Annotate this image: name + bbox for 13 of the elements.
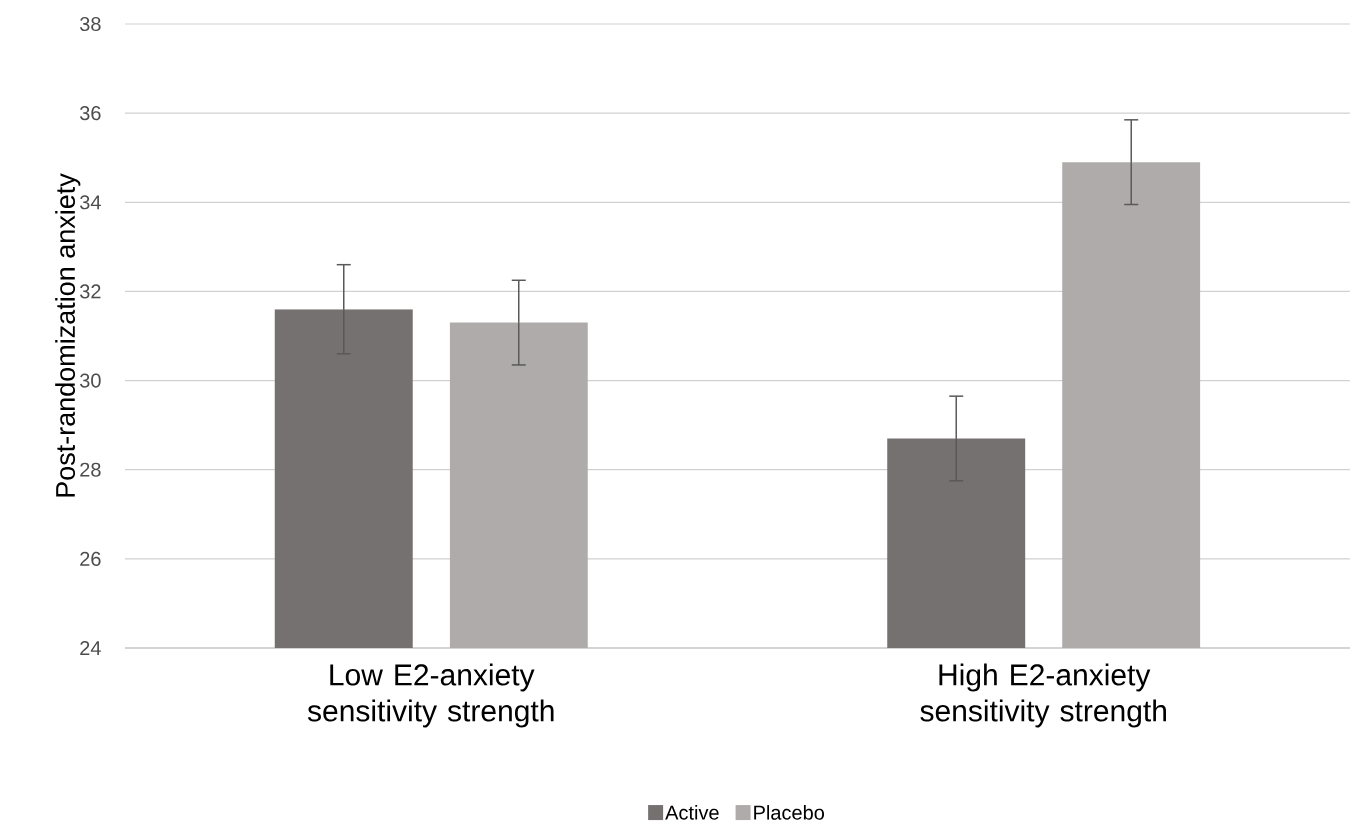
y-tick-label: 24 xyxy=(80,641,101,655)
y-tick-label: 34 xyxy=(80,195,101,210)
y-tick-label: 38 xyxy=(80,16,101,32)
y-tick-label: 26 xyxy=(80,551,101,566)
y-tick-label: 36 xyxy=(80,106,101,121)
y-tick-label: 28 xyxy=(80,462,101,477)
y-tick-label: 32 xyxy=(80,284,101,299)
y-axis-title: Post-randomization anxiety xyxy=(55,173,81,497)
x-tick-label: High E2-anxiety sensitivity strength xyxy=(920,663,1166,728)
x-tick-label: Low E2-anxiety sensitivity strength xyxy=(307,663,554,728)
legend-label: Active xyxy=(665,805,719,820)
y-tick-label: 30 xyxy=(80,373,101,388)
legend-label: Placebo xyxy=(754,805,825,820)
